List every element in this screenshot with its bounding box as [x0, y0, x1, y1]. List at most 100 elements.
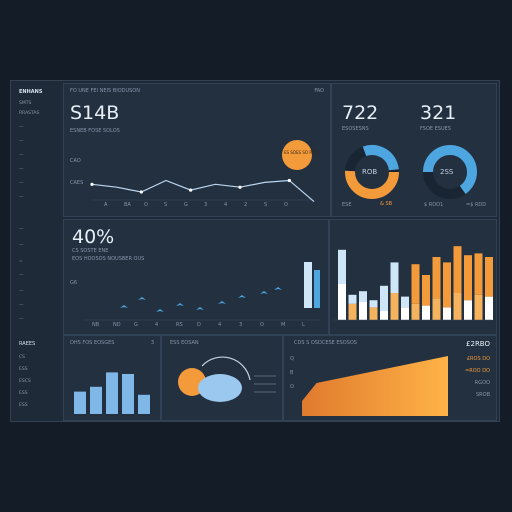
kpi-left-value: 722	[342, 102, 379, 124]
stacked-bar-upper	[369, 300, 378, 308]
bar-panel-value: 3	[150, 340, 154, 346]
x-tick: 3	[204, 202, 208, 208]
kpi-bottom-right: $ ROO1	[424, 202, 444, 208]
right-list-item: RGOO	[474, 380, 490, 386]
sidebar: ENHANS SMTS RRASTAS — — — — — —	[13, 83, 61, 217]
x-tick: S	[264, 202, 268, 208]
dashboard-frame: ENHANS SMTS RRASTAS — — — — — — — — = — …	[10, 80, 500, 422]
kpi-bottom-mid: & SB	[380, 201, 393, 207]
list-item[interactable]: ESCS	[19, 379, 31, 384]
badge-label: ES SOES SO ROS	[284, 150, 318, 155]
sidebar-item[interactable]: —	[19, 303, 24, 308]
stacked-bar-lower	[453, 293, 462, 320]
sidebar-item[interactable]: —	[19, 153, 24, 158]
x-tick: A	[104, 202, 108, 208]
blob-arc	[201, 356, 251, 381]
kpi-left-sub: ESOSESNS	[342, 126, 369, 132]
bar	[106, 372, 118, 414]
x-tick: RS	[176, 322, 183, 328]
bottom-bar-chart	[74, 372, 150, 414]
stacked-bar-lower	[464, 300, 472, 320]
bar	[74, 391, 86, 414]
sidebar-item[interactable]: —	[19, 139, 24, 144]
wave-chart	[84, 262, 320, 321]
bar	[122, 374, 134, 414]
right-list-item: SROB	[475, 392, 490, 398]
bar	[90, 386, 102, 414]
wave-marker	[120, 305, 128, 308]
x-tick: D	[197, 322, 201, 328]
wave-marker	[176, 303, 184, 306]
bottom-left-panel: RAEES CS ESS ESCS ESS ESS	[13, 335, 61, 419]
stacked-bar-lower	[338, 284, 346, 320]
area-series	[302, 356, 448, 416]
sidebar-title: ENHANS	[19, 89, 43, 95]
list-item[interactable]: CS	[19, 355, 25, 360]
middle-sub1: CS SOSTE ENE	[72, 248, 109, 254]
line-point	[90, 182, 94, 186]
stacked-bar-lower	[432, 298, 441, 320]
stacked-bar-lower	[348, 303, 357, 320]
stacked-bar-lower	[380, 311, 388, 320]
sidebar-item[interactable]: —	[19, 167, 24, 172]
x-tick: 4	[218, 322, 222, 328]
middle-panel: 40% CS SOSTE ENE EOS HOOSOS NOUSBER OUS …	[63, 219, 329, 335]
x-tick: 4	[155, 322, 159, 328]
sidebar-item[interactable]: SMTS	[19, 101, 32, 106]
line-chart	[90, 178, 315, 203]
wave-marker	[238, 295, 246, 298]
sidebar-item[interactable]: —	[19, 289, 24, 294]
area-y-tick: Q	[290, 356, 294, 362]
stacked-bar-upper	[474, 253, 483, 295]
wave-marker	[260, 291, 268, 294]
sidebar-item[interactable]: =	[19, 259, 23, 264]
x-tick: S	[164, 202, 168, 208]
x-tick: M	[281, 322, 286, 328]
stacked-bar-upper	[443, 262, 451, 308]
x-tick: G	[184, 202, 188, 208]
main-value: S14B	[70, 102, 120, 124]
donut-panel-title: ESS EOSAN	[170, 340, 199, 346]
sidebar-item[interactable]: —	[19, 227, 24, 232]
right-list-item: =ROO DO	[465, 368, 490, 374]
list-item[interactable]: ESS	[19, 367, 28, 372]
x-tick: BA	[124, 202, 131, 208]
bottom-area-panel: CDS S OSDCESE ESOSOS £2RBO Q B O £ROS DO…	[283, 335, 497, 421]
stacked-bar-lower	[443, 307, 451, 320]
sidebar-lower: — — = — — — —	[13, 221, 61, 331]
donut2-blue	[423, 145, 477, 199]
sidebar-item[interactable]: —	[19, 181, 24, 186]
stacked-bar-upper	[390, 262, 399, 293]
x-tick: 2	[244, 202, 248, 208]
stacked-bar-upper	[422, 275, 430, 306]
header-title: FO UNE FEI NEIS BIODUSON	[70, 88, 140, 94]
stacked-bar-lower	[485, 296, 493, 320]
wave-bar	[304, 262, 312, 308]
stacked-bar-lower	[411, 303, 420, 320]
donut-charts	[345, 145, 477, 199]
sidebar-item[interactable]: —	[19, 243, 24, 248]
stacked-bar-chart	[334, 246, 493, 321]
area-panel-title: CDS S OSDCESE ESOSOS	[294, 340, 357, 346]
sidebar-item[interactable]: —	[19, 125, 24, 130]
area-chart	[302, 356, 448, 416]
line-series	[91, 179, 315, 203]
line-point	[287, 178, 291, 183]
area-y-tick: B	[290, 370, 294, 376]
blob-blue	[198, 374, 242, 402]
y-tick: CAES	[70, 180, 84, 186]
donut1-label: ROB	[362, 168, 378, 176]
sidebar-item[interactable]: RRASTAS	[19, 111, 40, 116]
kpi-bottom-left: ESE	[342, 202, 352, 208]
sidebar-item[interactable]: —	[19, 273, 24, 278]
main-sub: ESNEB FOSE SOLOS	[70, 128, 120, 134]
highlight-badge[interactable]	[282, 140, 312, 170]
sidebar-item[interactable]: —	[19, 317, 24, 322]
stacked-bar-upper	[485, 257, 493, 297]
kpi-right-sub: FSOE ESUES	[420, 126, 451, 132]
middle-y-label: G6	[70, 280, 78, 286]
list-item[interactable]: ESS	[19, 391, 28, 396]
list-item[interactable]: ESS	[19, 403, 28, 408]
sidebar-item[interactable]: —	[19, 195, 24, 200]
stacked-bar-upper	[453, 246, 462, 293]
